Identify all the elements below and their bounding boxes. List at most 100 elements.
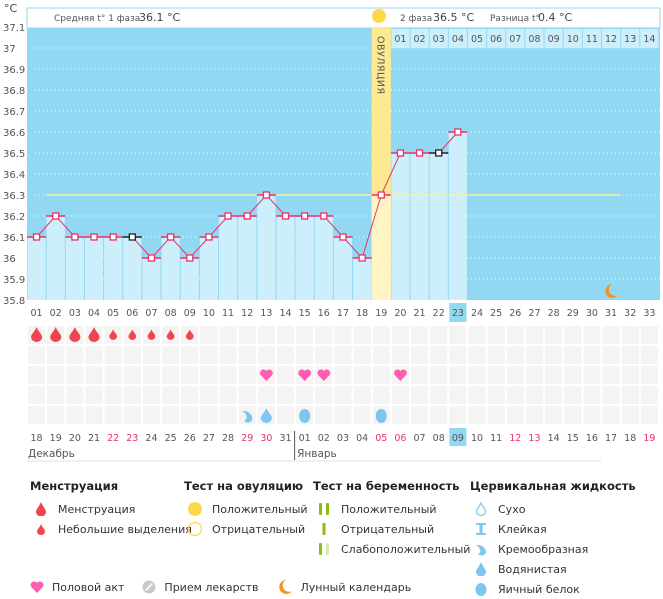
calendar-date-label: 05 <box>375 433 387 444</box>
moon-icon <box>605 284 619 298</box>
row-cell <box>372 326 390 344</box>
row-cell <box>391 386 409 404</box>
row-cell <box>602 326 620 344</box>
y-tick-label: 37 <box>3 44 16 55</box>
pregnancy-weak-icon <box>313 542 335 556</box>
y-tick-label: 36.3 <box>3 191 25 202</box>
row-cell <box>142 386 161 404</box>
temperature-point <box>186 254 194 262</box>
temperature-bar <box>353 258 372 300</box>
calendar-date-label: 16 <box>586 433 598 444</box>
phase2-day-label: 12 <box>605 34 617 45</box>
moon-icon <box>277 579 293 595</box>
watery-icon <box>260 408 272 423</box>
row-cell <box>602 346 620 364</box>
phase2-value: 36.5 °C <box>433 11 474 24</box>
phase2-day-cell <box>582 29 601 48</box>
y-tick-label: 36.7 <box>3 107 25 118</box>
row-cell <box>28 366 46 384</box>
ovulation-label: ОВУЛЯЦИЯ <box>374 36 385 95</box>
temperature-bar <box>276 216 295 300</box>
legend-title: Тест на овуляцию <box>184 479 304 493</box>
y-tick-label: 36.4 <box>3 170 25 181</box>
cycle-day-label: 29 <box>567 308 579 319</box>
temperature-point <box>71 233 79 241</box>
row-cell <box>430 386 448 404</box>
row-cell <box>47 386 65 404</box>
row-cell <box>411 386 429 404</box>
phase2-day-cell <box>525 29 544 48</box>
row-cell <box>334 406 352 424</box>
creamy-icon <box>470 542 492 556</box>
row-cell <box>296 326 314 344</box>
row-cell <box>353 366 371 384</box>
phase2-day-label: 05 <box>471 34 483 45</box>
row-cell <box>181 386 199 404</box>
row-cell <box>545 346 563 364</box>
calendar-date-label: 26 <box>184 433 196 444</box>
row-cell <box>238 386 256 404</box>
legend-cervical-fluid: Цервикальная жидкость Сухо Клейкая Кремо… <box>470 479 636 599</box>
row-cell <box>315 386 333 404</box>
row-cell <box>564 386 582 404</box>
heart-icon <box>394 369 407 381</box>
bbt-chart: °C Средняя t° 1 фаза 36.1 °C 2 фаза 36.5… <box>3 2 661 462</box>
row-cell <box>353 326 371 344</box>
calendar-date-label: 01 <box>299 433 311 444</box>
row-cell <box>219 386 237 404</box>
row-cell <box>257 326 275 344</box>
calendar-date-label: 03 <box>337 433 349 444</box>
cycle-day-label: 12 <box>241 308 253 319</box>
row-cell <box>602 386 620 404</box>
calendar-date-label: 08 <box>433 433 445 444</box>
row-cell <box>487 366 505 384</box>
calendar-date-label: 12 <box>509 433 521 444</box>
row-cell <box>28 406 46 424</box>
menstruation-drop-icon <box>50 327 62 342</box>
row-cell <box>468 406 486 424</box>
temperature-bar <box>257 195 276 300</box>
row-cell <box>372 386 390 404</box>
y-tick-label: 36 <box>3 254 16 265</box>
temperature-point <box>224 212 232 220</box>
today-date-highlight <box>449 428 467 446</box>
temperature-bar <box>46 216 65 300</box>
row-cell <box>506 346 524 364</box>
legend-item: Менструация <box>58 502 136 516</box>
row-cell <box>85 406 103 424</box>
phase2-day-cell <box>487 29 506 48</box>
temperature-point <box>415 149 424 157</box>
calendar-date-label: 18 <box>624 433 636 444</box>
cycle-day-label: 33 <box>643 308 655 319</box>
row-cell <box>583 326 601 344</box>
pregnancy-negative-icon <box>313 522 335 536</box>
row-cell <box>219 406 237 424</box>
cycle-day-label: 26 <box>509 308 521 319</box>
sticky-icon <box>470 522 492 536</box>
row-cell <box>334 346 352 364</box>
phase2-day-cell <box>448 29 467 48</box>
row-cell <box>506 406 524 424</box>
row-cell <box>104 386 122 404</box>
row-cell <box>487 346 505 364</box>
eggwhite-icon <box>375 409 387 423</box>
calendar-date-label: 04 <box>356 433 368 444</box>
row-cell <box>162 366 180 384</box>
row-cell <box>430 366 448 384</box>
cycle-day-label: 03 <box>69 308 81 319</box>
cycle-day-label: 24 <box>471 308 483 319</box>
phase2-day-label: 09 <box>548 34 560 45</box>
row-cell <box>621 346 639 364</box>
row-cell <box>545 406 563 424</box>
temperature-point <box>435 149 443 157</box>
row-cell <box>545 386 563 404</box>
phase2-day-label: 08 <box>528 34 540 45</box>
temperature-bar <box>180 258 199 300</box>
legend-item: Сухо <box>498 502 526 516</box>
heart-icon <box>30 581 44 593</box>
temperature-point <box>32 233 41 241</box>
temperature-point <box>128 233 136 241</box>
row-cell <box>391 326 409 344</box>
calendar-date-label: 19 <box>643 433 655 444</box>
temperature-point <box>205 233 213 241</box>
